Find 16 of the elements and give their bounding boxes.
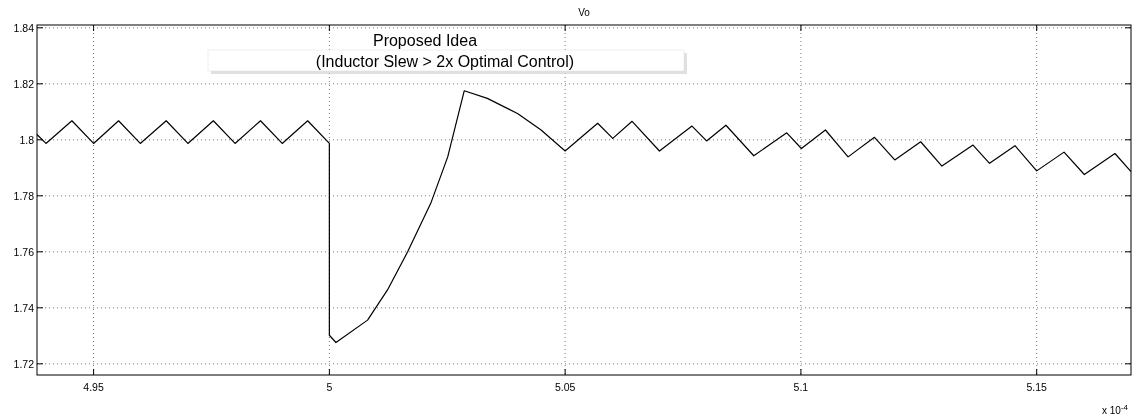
x-tick-label: 5.15	[1026, 381, 1048, 393]
y-tick-label: 1.84	[13, 21, 35, 34]
x-tick-label: 5.05	[554, 381, 576, 393]
y-tick-label: 1.72	[13, 357, 35, 370]
y-tick-label: 1.74	[13, 301, 35, 314]
annotation: Proposed Idea	[372, 32, 478, 49]
y-tick-label: 1.82	[13, 77, 35, 90]
x-tick-label: 5.1	[793, 381, 809, 393]
y-tick-label: 1.78	[13, 189, 35, 202]
x-tick-label: 5	[326, 381, 333, 393]
y-tick-label: 1.8	[19, 133, 35, 146]
x-tick-label: 4.95	[83, 381, 104, 393]
y-tick-label: 1.76	[13, 245, 35, 258]
annotation: (Inductor Slew > 2x Optimal Control)	[315, 53, 575, 70]
text: x 10$^{-4}$	[1101, 402, 1129, 416]
chart-title: Vo	[578, 7, 591, 18]
